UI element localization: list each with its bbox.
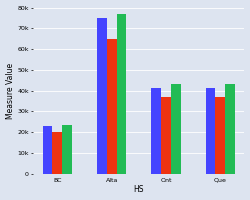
Bar bbox=[151, 88, 161, 174]
Bar bbox=[97, 18, 107, 174]
Bar bbox=[206, 88, 215, 174]
Y-axis label: Measure Value: Measure Value bbox=[6, 62, 15, 119]
Bar bbox=[62, 125, 72, 174]
Bar bbox=[171, 84, 180, 174]
Bar bbox=[215, 97, 225, 174]
X-axis label: HS: HS bbox=[134, 185, 144, 194]
Bar bbox=[43, 126, 52, 174]
Bar bbox=[107, 39, 117, 174]
Bar bbox=[52, 132, 62, 174]
Bar bbox=[116, 14, 126, 174]
Bar bbox=[161, 97, 171, 174]
Bar bbox=[225, 84, 235, 174]
